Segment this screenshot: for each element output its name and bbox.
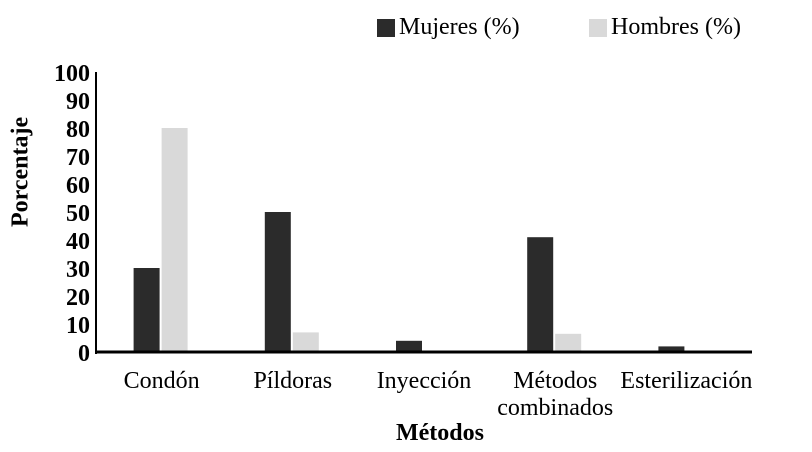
x-tick-labels: Condón Píldoras Inyección Métodos combinados…: [124, 368, 753, 421]
legend-label-hombres: Hombres (%): [611, 14, 741, 40]
y-tick-label: 50: [66, 201, 90, 227]
y-tick-label: 10: [66, 313, 90, 339]
y-tick-label: 60: [66, 173, 90, 199]
x-tick-label: Condón: [124, 368, 200, 394]
legend-swatch-hombres: [589, 18, 607, 37]
bars: [133, 128, 685, 352]
x-tick-label: Píldoras: [253, 368, 332, 394]
bar-mujeres: [527, 237, 554, 352]
legend-item-mujeres: Mujeres (%): [377, 14, 520, 41]
bar-mujeres: [658, 346, 685, 352]
y-tick-label: 80: [66, 117, 90, 143]
y-tick-label: 20: [66, 285, 90, 311]
x-tick-label: Métodos combinados: [497, 368, 613, 421]
bar-mujeres: [133, 268, 160, 352]
bar-mujeres: [264, 212, 291, 352]
x-tick-label: Inyección: [377, 368, 472, 394]
y-tick-label: 70: [66, 145, 90, 171]
legend-item-hombres: Hombres (%): [589, 14, 741, 41]
y-tick-label: 40: [66, 229, 90, 255]
x-axis-label: Métodos: [396, 420, 484, 446]
y-tick-label: 0: [78, 341, 90, 367]
legend-label-mujeres: Mujeres (%): [399, 14, 520, 40]
bar-mujeres: [396, 340, 422, 352]
y-axis-label: Porcentaje: [7, 116, 34, 227]
y-tick-label: 30: [66, 257, 90, 283]
y-tick-label: 90: [66, 89, 90, 115]
legend-swatch-mujeres: [377, 18, 395, 37]
y-tick-label: 100: [54, 61, 90, 87]
bar-hombres: [292, 332, 319, 352]
bar-hombres: [555, 333, 582, 352]
bar-hombres: [161, 128, 188, 352]
x-tick-label: Esterilización: [620, 368, 752, 394]
